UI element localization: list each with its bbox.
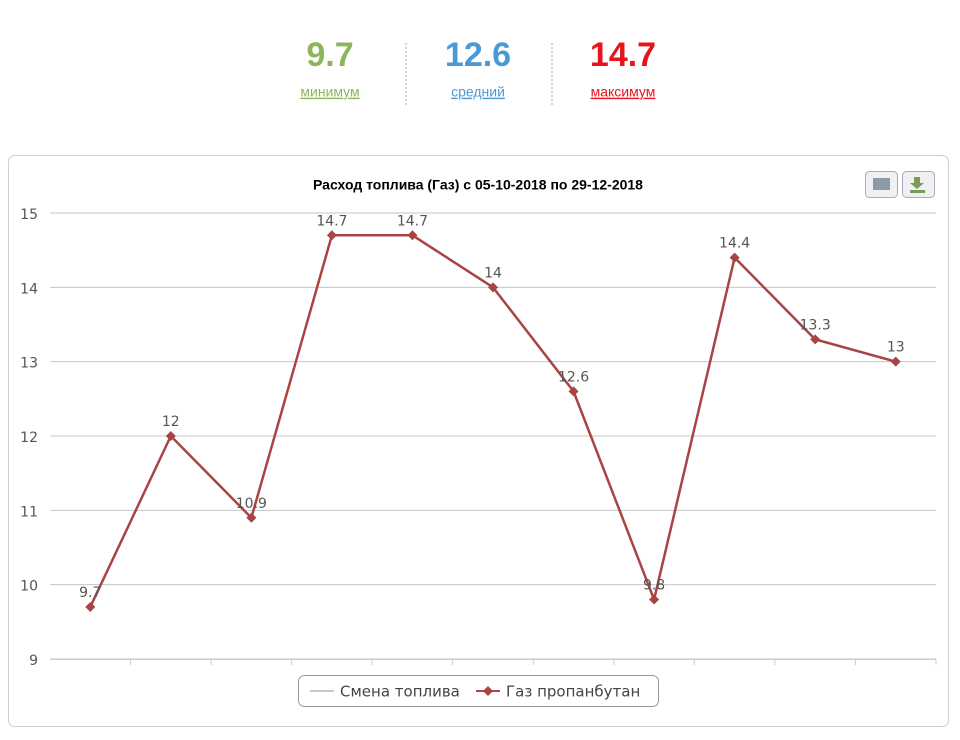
data-label: 13.3 — [800, 317, 831, 333]
stat-link[interactable]: минимум — [300, 84, 359, 100]
data-label: 12 — [162, 414, 180, 430]
data-label: 14.4 — [719, 236, 750, 252]
y-tick-label: 15 — [20, 207, 38, 223]
stat-link[interactable]: максимум — [591, 84, 656, 100]
print-icon — [873, 178, 890, 190]
point-marker — [890, 356, 901, 367]
point-marker — [246, 512, 257, 523]
data-label: 14 — [484, 265, 502, 281]
chart-frame — [8, 155, 949, 727]
legend-label[interactable]: Газ пропанбутан — [506, 683, 640, 701]
point-marker — [407, 230, 418, 241]
legend-label[interactable]: Смена топлива — [340, 683, 460, 701]
point-marker — [729, 252, 740, 263]
point-marker — [649, 594, 660, 605]
stat-value: 12.6 — [445, 36, 511, 74]
y-tick-label: 10 — [20, 579, 38, 595]
data-label: 9.8 — [643, 578, 665, 594]
y-tick-label: 9 — [29, 653, 38, 669]
legend-marker — [483, 686, 493, 696]
point-marker — [568, 386, 579, 397]
point-marker — [488, 282, 498, 293]
data-label: 14.7 — [316, 213, 347, 229]
print-button[interactable] — [865, 171, 898, 198]
stat-value: 14.7 — [590, 36, 656, 74]
data-label: 9.7 — [79, 585, 101, 601]
y-tick-label: 11 — [20, 504, 38, 520]
data-label: 13 — [887, 340, 905, 356]
stat-link[interactable]: средний — [451, 84, 505, 100]
y-tick-label: 13 — [20, 356, 38, 372]
point-marker — [326, 230, 337, 241]
data-label: 14.7 — [397, 213, 428, 229]
download-button[interactable] — [902, 171, 935, 198]
stat-value: 9.7 — [306, 36, 353, 74]
data-label: 10.9 — [236, 496, 267, 512]
y-tick-label: 12 — [20, 430, 38, 446]
download-icon — [910, 177, 925, 193]
point-marker — [85, 601, 96, 612]
y-tick-label: 14 — [20, 281, 38, 297]
point-marker — [165, 431, 176, 441]
chart-title: Расход топлива (Газ) с 05-10-2018 по 29-… — [313, 177, 643, 193]
point-marker — [810, 334, 821, 345]
data-label: 12.6 — [558, 369, 589, 385]
